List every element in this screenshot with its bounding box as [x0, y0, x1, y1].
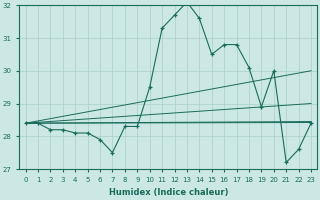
- X-axis label: Humidex (Indice chaleur): Humidex (Indice chaleur): [108, 188, 228, 197]
